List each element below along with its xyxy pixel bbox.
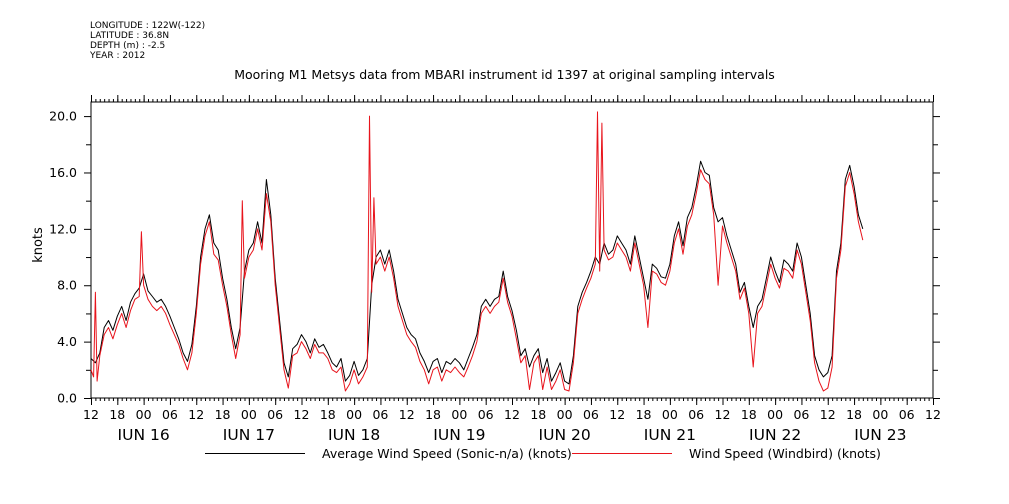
y-tick-label: 20.0	[49, 109, 77, 124]
series-layer	[90, 111, 864, 392]
day-label: JUN 18	[327, 426, 380, 440]
latitude-text: LATITUDE : 36.8N	[90, 31, 170, 41]
legend-label-series1: Average Wind Speed (Sonic-n/a) (knots)	[322, 446, 572, 461]
depth-text: DEPTH (m) : -2.5	[90, 41, 166, 51]
legend: Average Wind Speed (Sonic-n/a) (knots) W…	[0, 443, 1009, 463]
label-layer: 12 18 00 06 12 18 00 06 12 18 00 06 12 18 00 06 12 18 00 06…	[49, 109, 941, 440]
x-tick-label: 00	[767, 407, 783, 422]
x-tick-label: 00	[346, 407, 362, 422]
x-tick-label: 12	[399, 407, 415, 422]
day-label: JUN 23	[853, 426, 906, 440]
x-tick-label: 00	[872, 407, 888, 422]
x-tick-label: 06	[688, 407, 704, 422]
legend-line-series1	[205, 453, 305, 454]
legend-label-series2: Wind Speed (Windbird) (knots)	[689, 446, 881, 461]
year-text: YEAR : 2012	[90, 51, 146, 61]
x-tick-label: 18	[636, 407, 652, 422]
day-label: JUN 17	[222, 426, 275, 440]
day-label: JUN 22	[748, 426, 801, 440]
x-tick-label: 18	[320, 407, 336, 422]
x-tick-label: 06	[372, 407, 388, 422]
x-tick-label: 00	[136, 407, 152, 422]
x-tick-label: 18	[425, 407, 441, 422]
day-label: JUN 19	[432, 426, 485, 440]
x-tick-label: 12	[820, 407, 836, 422]
x-tick-label: 06	[899, 407, 915, 422]
x-tick-label: 06	[478, 407, 494, 422]
series-line-windbird	[90, 111, 864, 392]
day-label: JUN 16	[117, 426, 170, 440]
x-tick-label: 18	[109, 407, 125, 422]
x-tick-label: 18	[530, 407, 546, 422]
x-tick-label: 12	[294, 407, 310, 422]
x-tick-label: 12	[83, 407, 99, 422]
tick-layer	[84, 95, 940, 405]
y-axis-label: knots	[31, 227, 46, 263]
series-line-average-wind-speed	[90, 160, 864, 385]
x-tick-label: 00	[557, 407, 573, 422]
longitude-text: LONGITUDE : 122W(-122)	[90, 21, 206, 31]
x-tick-label: 12	[609, 407, 625, 422]
x-tick-label: 18	[846, 407, 862, 422]
x-tick-label: 18	[741, 407, 757, 422]
legend-line-series2	[572, 453, 672, 454]
x-tick-label: 06	[267, 407, 283, 422]
x-tick-label: 12	[504, 407, 520, 422]
x-tick-label: 06	[793, 407, 809, 422]
x-tick-label: 00	[451, 407, 467, 422]
day-label: JUN 21	[643, 426, 696, 440]
x-tick-label: 12	[715, 407, 731, 422]
chart-svg: 12 18 00 06 12 18 00 06 12 18 00 06 12 18 00 06 12 18 00 06…	[31, 95, 941, 440]
x-tick-label: 12	[188, 407, 204, 422]
y-tick-label: 8.0	[57, 278, 77, 293]
metadata-block: LONGITUDE : 122W(-122) LATITUDE : 36.8N …	[90, 21, 205, 61]
x-tick-label: 00	[662, 407, 678, 422]
x-tick-label: 00	[241, 407, 257, 422]
x-tick-label: 12	[925, 407, 941, 422]
x-tick-label: 18	[215, 407, 231, 422]
plot-frame	[90, 101, 934, 399]
y-tick-label: 12.0	[49, 221, 77, 236]
day-label: JUN 20	[538, 426, 591, 440]
x-tick-label: 06	[583, 407, 599, 422]
chart-title: Mooring M1 Metsys data from MBARI instru…	[234, 67, 775, 82]
y-tick-label: 16.0	[49, 165, 77, 180]
y-tick-label: 4.0	[57, 334, 77, 349]
x-tick-label: 06	[162, 407, 178, 422]
y-tick-label: 0.0	[57, 391, 77, 406]
